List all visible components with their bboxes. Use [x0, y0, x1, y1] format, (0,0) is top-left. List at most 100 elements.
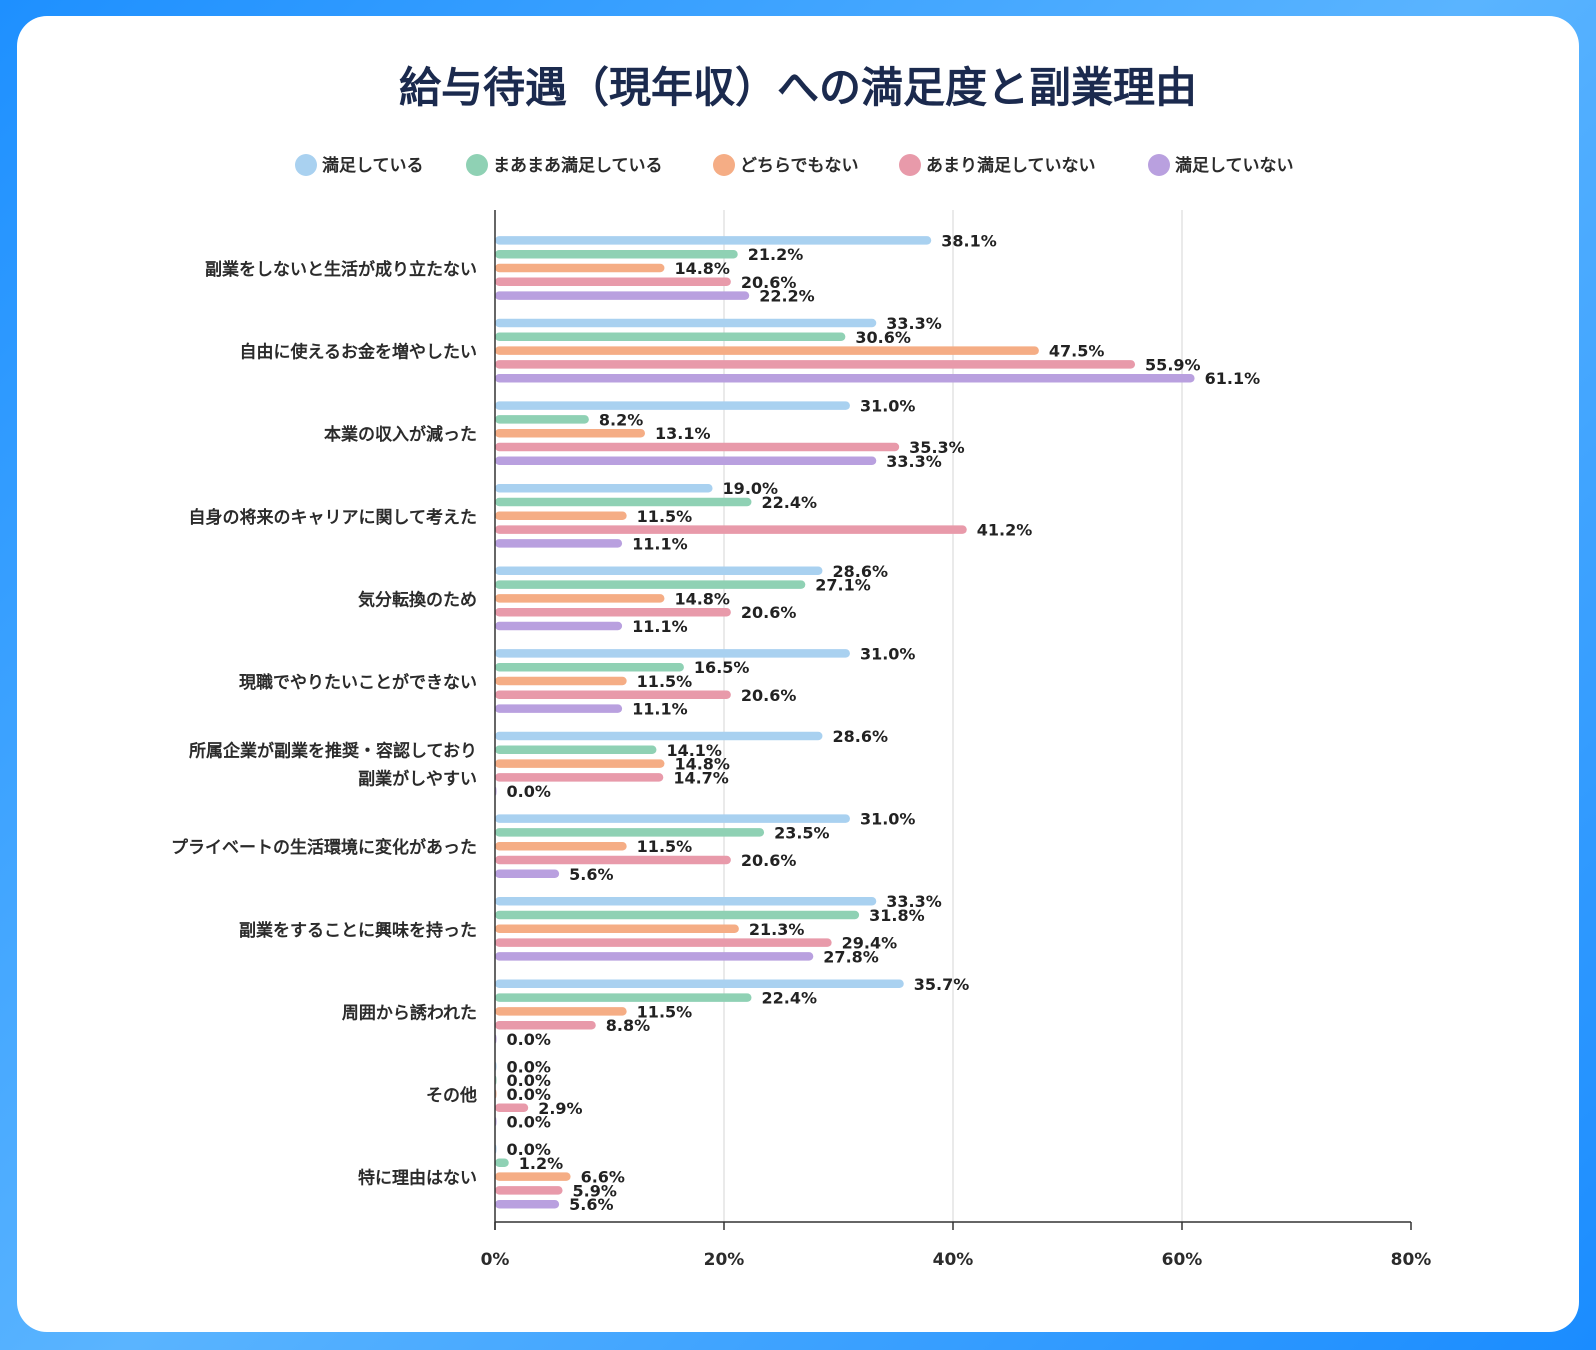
data-label: 27.1% — [815, 576, 871, 595]
bar — [495, 731, 823, 741]
bar — [495, 621, 623, 631]
bar — [495, 483, 713, 493]
data-label: 22.4% — [761, 989, 817, 1008]
data-label: 11.5% — [637, 837, 693, 856]
bar — [495, 690, 731, 700]
bar — [495, 979, 904, 989]
bar — [495, 759, 665, 768]
legend-item: 満足していない — [1148, 154, 1294, 176]
data-label: 11.1% — [632, 617, 688, 636]
bar — [495, 360, 1136, 369]
bar-groups: 38.1%21.2%14.8%20.6%22.2% 33.3%30.6%47.5%… — [495, 231, 1260, 1214]
data-label: 19.0% — [723, 479, 779, 498]
data-label: 20.6% — [741, 603, 797, 622]
bar — [495, 855, 731, 865]
x-tick-label: 60% — [1162, 1250, 1203, 1270]
bar — [495, 249, 738, 259]
data-label: 20.6% — [741, 686, 797, 705]
bar-group: 19.0%22.4% 11.5% 41.2% 11.1% — [495, 479, 1032, 553]
bar — [495, 869, 560, 879]
data-label: 8.2% — [599, 410, 643, 429]
bar — [495, 539, 623, 548]
legend-item: 満足している — [295, 154, 424, 176]
legend-swatch — [466, 154, 488, 176]
category-label: 現職でやりたいことができない — [239, 672, 477, 693]
category-label: 自身の将来のキャリアに関して考えた — [189, 507, 478, 528]
data-label: 33.3% — [886, 314, 942, 333]
data-label: 20.6% — [741, 851, 797, 870]
data-label: 0.0% — [507, 1140, 551, 1159]
data-label: 13.1% — [655, 424, 711, 443]
data-label: 2.9% — [538, 1099, 582, 1118]
bar — [495, 1007, 627, 1016]
bar — [495, 1199, 560, 1209]
data-label: 14.8% — [674, 755, 730, 774]
bar — [495, 938, 832, 947]
data-label: 31.8% — [869, 906, 925, 925]
category-label: 周囲から誘われた — [342, 1002, 477, 1023]
bar — [495, 373, 1195, 383]
bar — [495, 236, 932, 245]
data-label: 29.4% — [842, 934, 898, 953]
legend-item: まあまあ満足している — [466, 154, 663, 176]
x-tick-label: 20% — [704, 1250, 745, 1270]
bar-group: 33.3%30.6% 47.5% 55.9%61.1% — [495, 314, 1260, 388]
category-label: 副業がしやすい — [358, 769, 477, 790]
bar — [495, 1020, 596, 1030]
bar — [495, 676, 627, 686]
bar — [495, 415, 589, 424]
bar-group: 33.3%31.8% 21.3% 29.4%27.8% — [495, 892, 942, 966]
data-label: 5.6% — [569, 865, 613, 884]
bar — [495, 442, 900, 452]
bar — [495, 649, 850, 658]
chart-title: 給与待遇（現年収）への満足度と副業理由 — [399, 63, 1197, 112]
data-label: 5.6% — [569, 1195, 613, 1214]
data-label: 8.8% — [606, 1016, 650, 1035]
bar — [495, 828, 765, 837]
data-label: 11.5% — [637, 507, 693, 526]
legend-label: 満足している — [322, 155, 424, 176]
category-label: 特に理由はない — [358, 1168, 477, 1189]
category-labels: 副業をしないと生活が成り立たない自由に使えるお金を増やしたい本業の収入が減った自… — [171, 259, 477, 1189]
chart-canvas: 給与待遇（現年収）への満足度と副業理由 満足している まあまあ満足している どちらで… — [171, 63, 1432, 1270]
data-label: 14.7% — [673, 768, 729, 787]
data-label: 27.8% — [823, 947, 879, 966]
bar-group: 28.6% 14.1%14.8%14.7% 0.0% — [495, 727, 888, 801]
bar — [495, 566, 823, 576]
x-tick-labels: 0% 20% 40% 60% 80% — [481, 1250, 1432, 1270]
category-label: プライベートの生活環境に変化があった — [171, 837, 477, 858]
data-label: 33.3% — [886, 452, 942, 471]
data-label: 28.6% — [832, 562, 888, 581]
bar — [495, 594, 665, 603]
data-label: 14.8% — [674, 589, 730, 608]
legend-label: どちらでもない — [740, 156, 859, 176]
data-label: 11.5% — [637, 672, 693, 691]
bar — [495, 291, 750, 300]
data-label: 0.0% — [507, 782, 551, 801]
data-label: 0.0% — [507, 1071, 551, 1090]
data-label: 11.5% — [637, 1002, 693, 1021]
bar-group: 38.1% 21.2% 14.8% 20.6%22.2% — [495, 231, 997, 306]
bar — [495, 332, 846, 342]
data-label: 11.1% — [632, 534, 688, 553]
data-label: 0.0% — [507, 1113, 551, 1132]
data-label: 14.8% — [674, 259, 730, 278]
bar — [495, 456, 877, 466]
data-label: 1.2% — [519, 1154, 563, 1173]
data-label: 33.3% — [886, 892, 942, 911]
axes — [494, 210, 1412, 1230]
data-label: 11.1% — [632, 700, 688, 719]
bar-group: 31.0% 23.5% 11.5% 20.6% 5.6% — [495, 810, 915, 884]
bar — [495, 401, 850, 410]
legend: 満足している まあまあ満足している どちらでもない あまり満足していない 満足していない — [295, 154, 1294, 176]
data-label: 16.5% — [694, 658, 750, 677]
data-label: 55.9% — [1145, 355, 1201, 374]
bar — [495, 993, 752, 1002]
bar — [495, 263, 665, 273]
legend-item: あまり満足していない — [899, 154, 1096, 176]
bar — [495, 704, 623, 713]
x-tick-label: 40% — [933, 1250, 974, 1270]
data-label: 35.7% — [914, 975, 970, 994]
bar — [495, 428, 645, 438]
legend-item: どちらでもない — [713, 154, 859, 176]
